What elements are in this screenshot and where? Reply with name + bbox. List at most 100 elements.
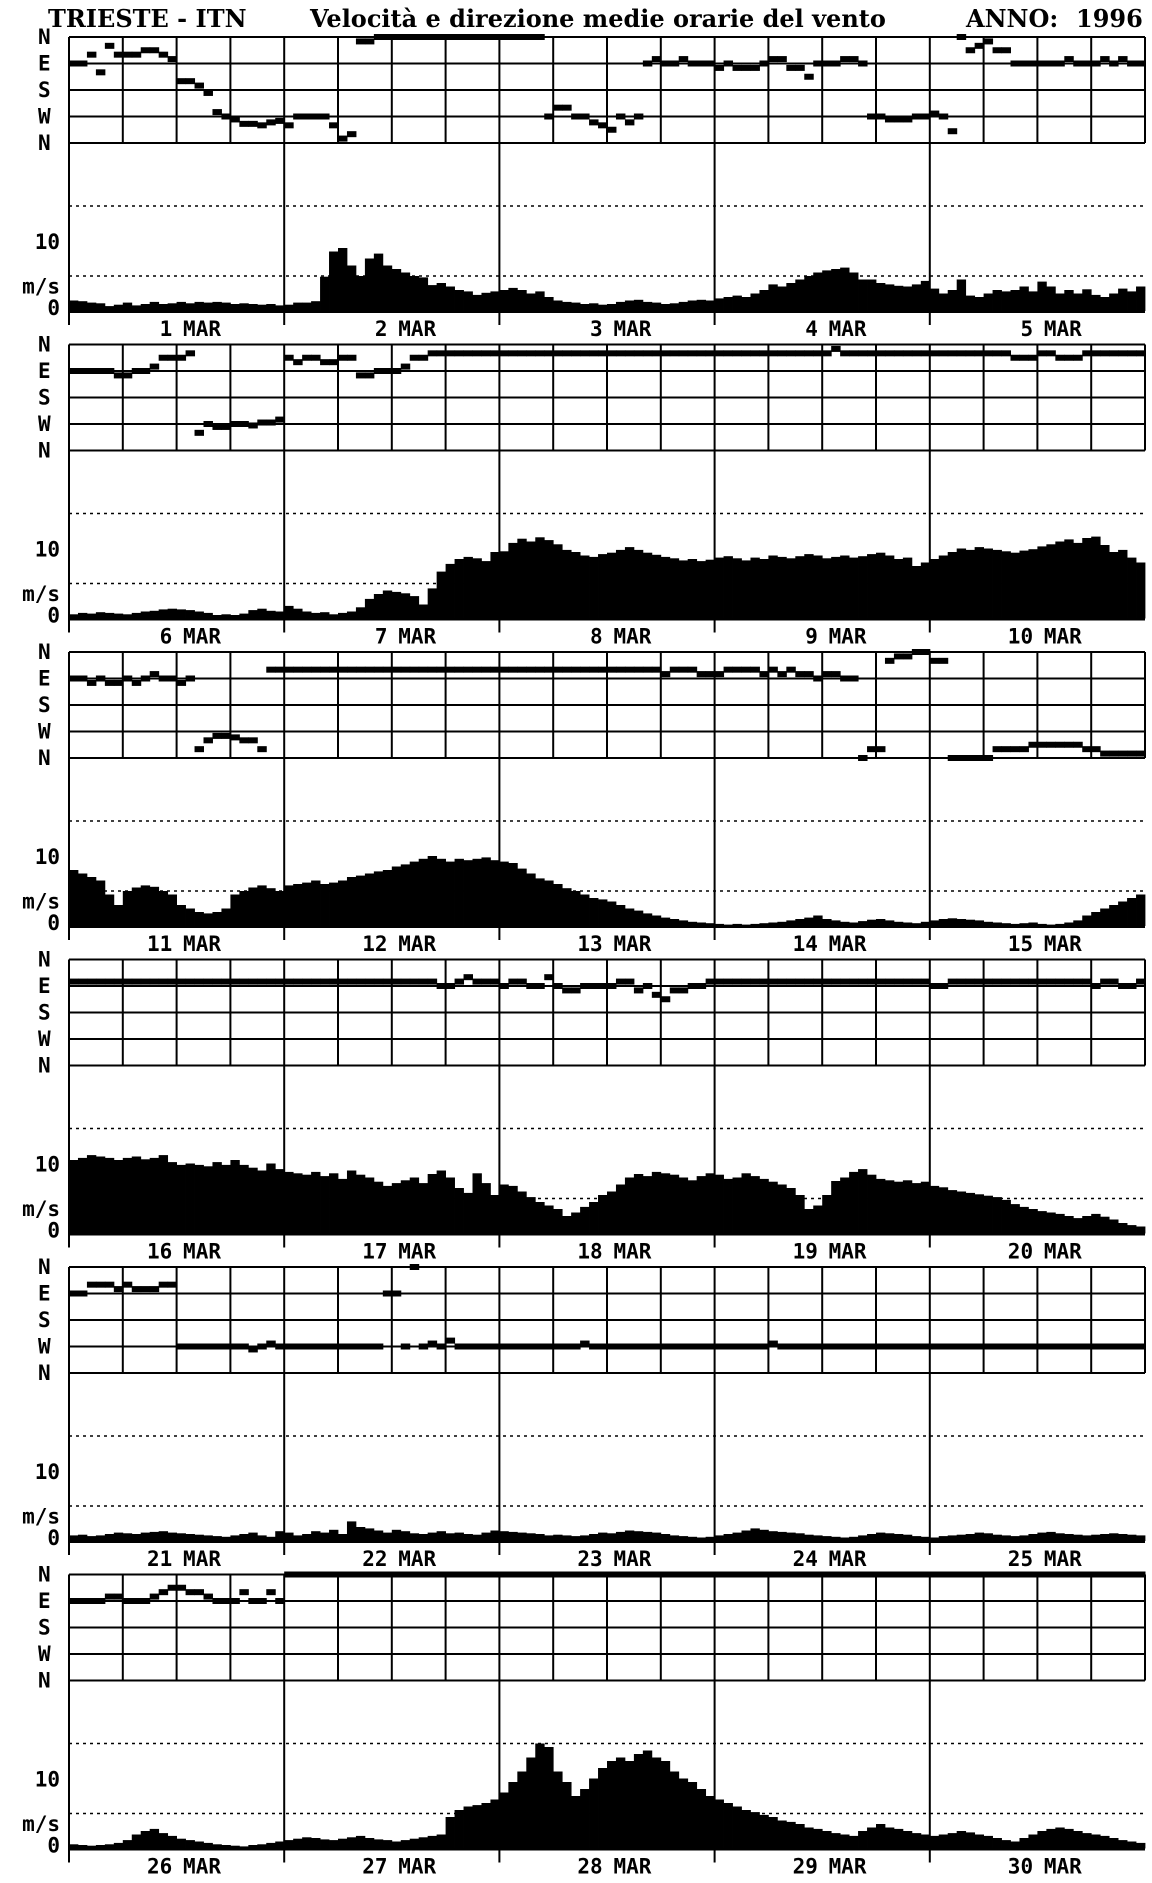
speed-bar: [795, 1195, 805, 1234]
direction-point: [302, 113, 312, 120]
speed-bar: [911, 1536, 922, 1541]
direction-point: [355, 1571, 366, 1578]
speed-bar: [974, 1834, 984, 1849]
direction-point: [472, 34, 482, 40]
direction-point: [239, 120, 249, 127]
direction-point: [544, 113, 554, 120]
direction-point: [104, 1593, 115, 1600]
direction-point: [1064, 1343, 1074, 1350]
speed-tick-label: 10: [35, 1768, 60, 1792]
direction-point: [705, 1343, 716, 1350]
direction-grid: [68, 1266, 1146, 1374]
direction-point: [158, 675, 169, 682]
speed-bar: [678, 1536, 689, 1541]
speed-bar: [140, 1532, 151, 1541]
month-label: MAR: [183, 1547, 221, 1571]
speed-bar: [705, 1173, 715, 1234]
direction-point: [893, 1571, 904, 1578]
speed-bar: [239, 1164, 249, 1234]
speed-bar: [113, 304, 124, 311]
speed-bar: [248, 610, 258, 619]
direction-point: [893, 1343, 904, 1350]
direction-point: [669, 1343, 680, 1350]
speed-bar: [580, 894, 590, 926]
speed-bar: [104, 894, 115, 926]
speed-bar: [284, 885, 294, 926]
direction-point: [355, 372, 366, 379]
speed-bar: [777, 1820, 787, 1849]
direction-point: [302, 354, 312, 361]
speed-bar: [400, 1531, 411, 1541]
direction-point: [589, 119, 599, 126]
direction-point: [391, 978, 402, 985]
direction-point: [311, 354, 321, 361]
direction-tick-label: S: [38, 1308, 51, 1332]
speed-bar: [786, 920, 796, 926]
direction-point: [427, 978, 438, 985]
speed-bar: [571, 1536, 581, 1541]
speed-bar: [266, 610, 276, 619]
direction-point: [1010, 1343, 1020, 1350]
direction-point: [938, 350, 949, 357]
speed-bar: [876, 1178, 886, 1234]
speed-bar: [1109, 1838, 1119, 1849]
speed-bar: [221, 1164, 231, 1234]
direction-point: [104, 978, 115, 985]
day-number-label: 28: [577, 1855, 602, 1879]
direction-point: [992, 350, 1003, 357]
direction-point: [571, 1343, 581, 1350]
month-label: MAR: [183, 1855, 221, 1879]
speed-bar: [660, 1534, 671, 1541]
speed-bar: [732, 558, 742, 619]
direction-point: [1082, 978, 1092, 985]
speed-bar: [427, 1835, 438, 1849]
speed-bar: [418, 604, 429, 619]
direction-point: [364, 1343, 375, 1350]
speed-bar: [113, 1160, 124, 1234]
speed-bar: [867, 1174, 877, 1234]
direction-point: [499, 983, 509, 989]
speed-bar: [230, 1535, 240, 1541]
speed-bar: [598, 1532, 608, 1541]
day-number-label: 7: [375, 625, 388, 649]
speed-bar: [508, 1185, 518, 1234]
speed-bar: [822, 1831, 832, 1849]
direction-point: [1100, 1571, 1110, 1578]
speed-bar: [1109, 293, 1119, 311]
direction-point: [678, 56, 689, 63]
speed-bar: [400, 1180, 411, 1234]
direction-point: [777, 978, 787, 985]
speed-bar: [571, 1212, 581, 1234]
speed-bar: [813, 915, 823, 926]
speed-bar: [176, 301, 186, 311]
direction-point: [849, 675, 859, 682]
speed-bar: [840, 1177, 850, 1234]
speed-tick-label: m/s: [22, 582, 60, 606]
speed-bar: [840, 1834, 850, 1849]
direction-point: [1001, 1571, 1011, 1578]
speed-bar: [338, 1178, 348, 1234]
direction-point: [884, 1571, 895, 1578]
direction-point: [804, 73, 814, 80]
direction-point: [167, 1281, 178, 1288]
direction-point: [481, 34, 491, 40]
speed-bar: [329, 1173, 339, 1234]
direction-point: [230, 1598, 240, 1604]
year-label: ANNO:: [965, 4, 1058, 33]
speed-bar: [320, 1839, 330, 1849]
direction-point: [239, 421, 249, 427]
speed-bar: [1001, 1535, 1011, 1541]
speed-bar: [992, 1534, 1002, 1541]
speed-bar: [1010, 1536, 1020, 1541]
direction-point: [696, 1343, 707, 1350]
direction-point: [185, 978, 196, 985]
direction-point: [642, 1343, 653, 1350]
speed-bar: [678, 301, 689, 311]
direction-point: [938, 657, 949, 664]
speed-bar: [1037, 546, 1047, 619]
speed-bar: [1028, 922, 1038, 926]
direction-point: [911, 649, 922, 655]
speed-bar: [920, 280, 931, 311]
speed-bar: [580, 1535, 590, 1541]
